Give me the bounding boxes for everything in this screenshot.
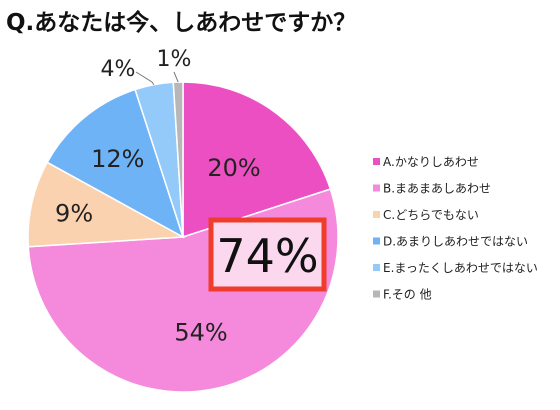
- legend-label-b: B.まあまあしあわせ: [383, 182, 491, 196]
- leader-line-e: [135, 71, 155, 86]
- leader-line-f: [173, 71, 179, 83]
- callout-label: 74%: [216, 229, 318, 283]
- slice-label-b: 54%: [174, 318, 227, 346]
- slice-label-a: 20%: [207, 154, 260, 182]
- legend-swatch-b: [373, 184, 380, 192]
- legend-label-d: D.あまりしあわせではない: [383, 235, 528, 249]
- pie-slice-d: [46, 88, 185, 239]
- callout-frame: [208, 217, 327, 292]
- legend-swatch-a: [373, 158, 380, 165]
- legend: A.かなりしあわせ B.まあまあしあわせ C.どちらでもない D.あまりしあわせではな…: [373, 155, 538, 302]
- legend-swatch-d: [373, 237, 380, 245]
- legend-label-e: E.まったくしあわせではない: [383, 261, 538, 275]
- legend-swatch-f: [373, 290, 380, 298]
- legend-label-f: F.その 他: [383, 288, 432, 302]
- leader-lines: [135, 71, 179, 86]
- callout-box: 74%: [208, 217, 327, 292]
- chart-title: Q.あなたは今、しあわせですか？: [6, 9, 356, 36]
- legend-label-a: A.かなりしあわせ: [383, 155, 479, 169]
- pie-slice-a: [182, 81, 332, 239]
- legend-swatch-c: [373, 211, 380, 218]
- slice-labels: 20% 54% 9% 12% 4% 1%: [55, 47, 261, 346]
- pie-slices: [27, 81, 339, 393]
- slice-label-f: 1%: [157, 47, 192, 72]
- slice-label-c: 9%: [55, 200, 93, 228]
- legend-label-c: C.どちらでもない: [383, 208, 479, 222]
- slice-label-d: 12%: [91, 145, 144, 173]
- slice-label-e: 4%: [101, 57, 136, 82]
- legend-swatch-e: [373, 264, 380, 271]
- pie-slice-c: [27, 161, 186, 248]
